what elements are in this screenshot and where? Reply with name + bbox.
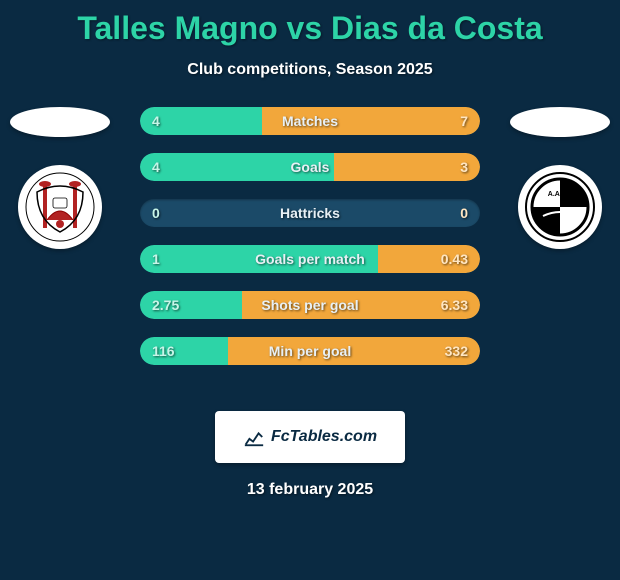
player-left-ellipse <box>10 107 110 137</box>
stat-label: Shots per goal <box>140 291 480 319</box>
chart-icon <box>243 426 265 448</box>
stat-row: 43Goals <box>140 153 480 181</box>
ponte-preta-crest-icon: A.A.P.P <box>525 172 595 242</box>
stat-row: 10.43Goals per match <box>140 245 480 273</box>
brand-text: FcTables.com <box>271 428 377 446</box>
corinthians-crest-icon <box>25 172 95 242</box>
stat-label: Matches <box>140 107 480 135</box>
stat-label: Goals <box>140 153 480 181</box>
player-right-column: A.A.P.P <box>500 107 620 249</box>
player-left-column <box>0 107 120 249</box>
stat-label: Goals per match <box>140 245 480 273</box>
comparison-panel: A.A.P.P 47Matches 43Goals 00Hattricks 10.43… <box>0 107 620 387</box>
stat-row: 2.756.33Shots per goal <box>140 291 480 319</box>
subtitle: Club competitions, Season 2025 <box>0 61 620 79</box>
stat-bars: 47Matches 43Goals 00Hattricks 10.43Goals pe… <box>140 107 480 365</box>
stat-row: 116332Min per goal <box>140 337 480 365</box>
stat-row: 00Hattricks <box>140 199 480 227</box>
page-title: Talles Magno vs Dias da Costa <box>0 0 620 47</box>
club-crest-left <box>18 165 102 249</box>
player-right-ellipse <box>510 107 610 137</box>
date-label: 13 february 2025 <box>0 481 620 499</box>
svg-text:A.A.P.P: A.A.P.P <box>548 191 573 198</box>
club-crest-right: A.A.P.P <box>518 165 602 249</box>
brand-badge: FcTables.com <box>215 411 405 463</box>
stat-label: Min per goal <box>140 337 480 365</box>
stat-row: 47Matches <box>140 107 480 135</box>
stat-label: Hattricks <box>140 199 480 227</box>
